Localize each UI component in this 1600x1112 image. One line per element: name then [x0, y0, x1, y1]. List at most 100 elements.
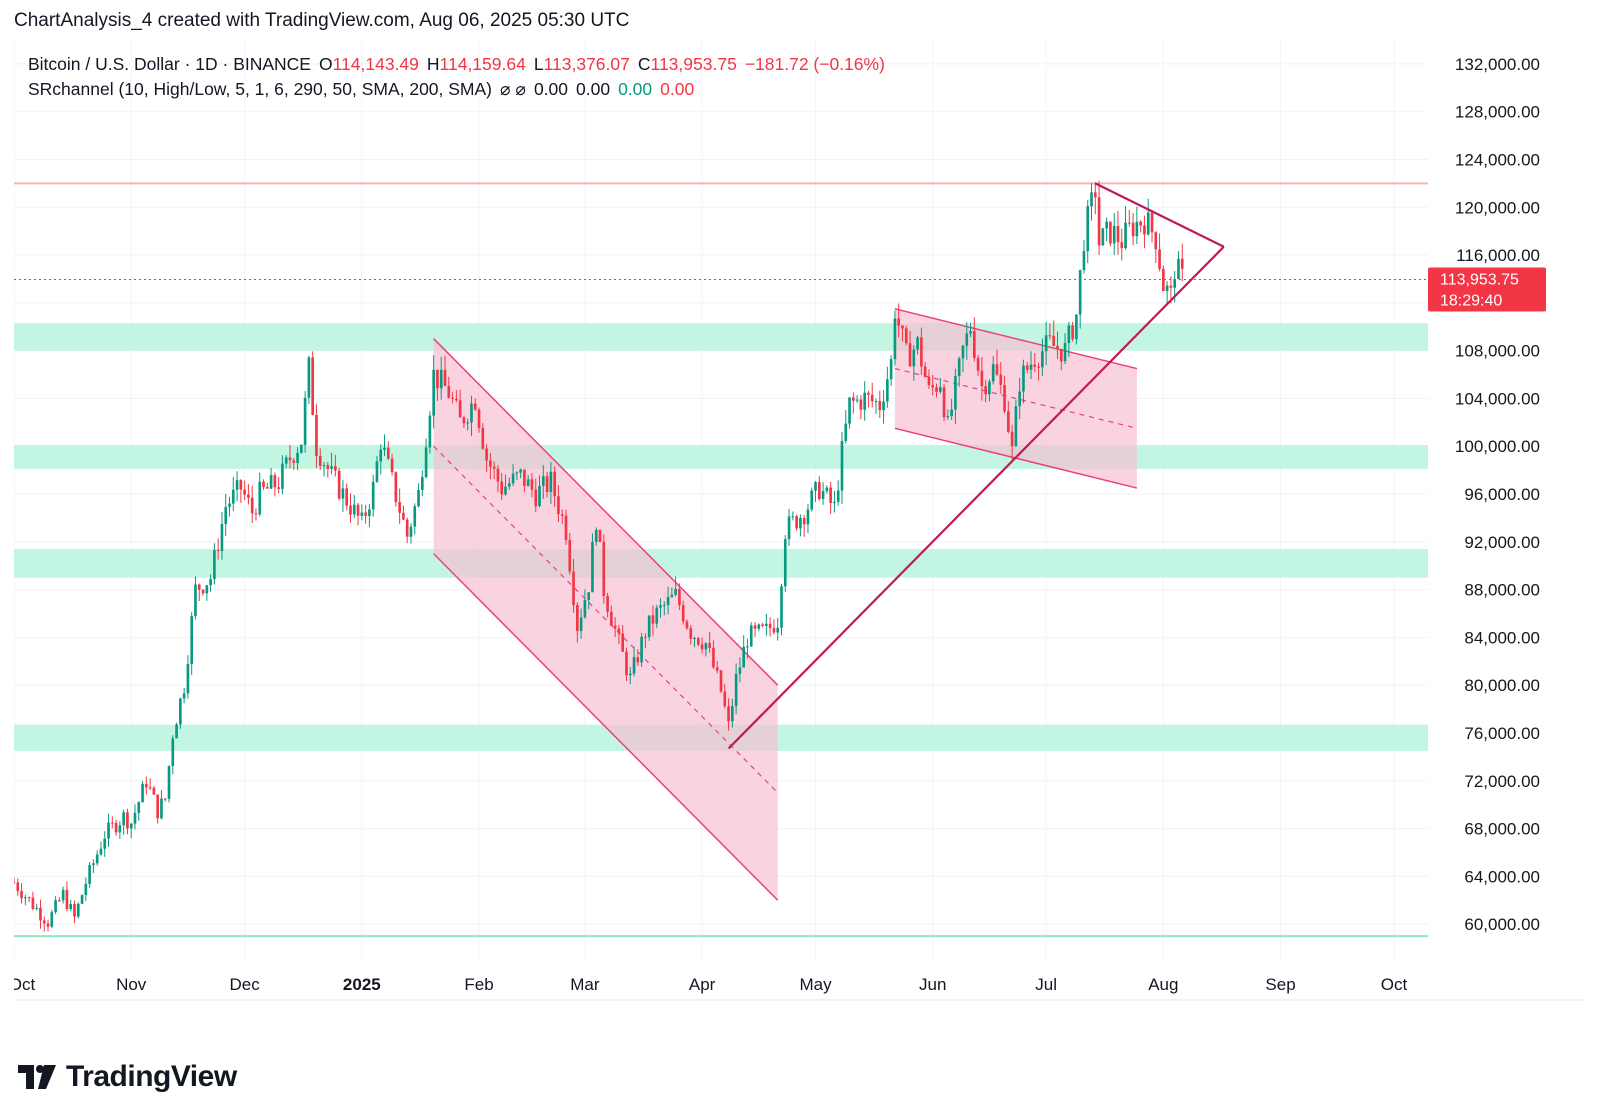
candle-body: [197, 584, 201, 590]
candle-body: [371, 481, 375, 510]
candle-body: [659, 605, 662, 608]
candle-body: [995, 364, 999, 375]
candle-body: [867, 392, 870, 395]
chart-area[interactable]: 60,000.00 64,000.00 68,000.00 72,000.00 76,0…: [9, 40, 1582, 1030]
candle-body: [621, 633, 625, 652]
candle-body: [88, 865, 91, 884]
candle-body: [243, 489, 246, 495]
candle-body: [447, 386, 451, 398]
candle-body: [167, 766, 171, 799]
candle-body: [492, 466, 496, 469]
ohlc-high: H114,159.64: [426, 54, 526, 74]
candle-body: [696, 637, 700, 645]
candle-body: [1086, 206, 1090, 252]
candle-body: [1143, 225, 1146, 235]
candle-body: [757, 624, 761, 629]
sr-zone: [14, 445, 1428, 469]
candle-body: [24, 897, 27, 899]
candle-body: [704, 643, 708, 650]
candle-body: [58, 900, 61, 902]
candle-body: [617, 628, 621, 634]
candle-body: [345, 488, 349, 506]
indicator-name[interactable]: SRchannel (10, High/Low, 5, 1, 6, 290, 5…: [28, 79, 493, 99]
candle-body: [39, 907, 42, 921]
candle-body: [942, 387, 946, 418]
time-axis: Oct Nov Dec 2025 Feb Mar Apr May Jun Jul Aug Sep Oct: [9, 975, 1408, 994]
candle-body: [315, 414, 318, 457]
candle-body: [802, 518, 806, 525]
candle-body: [723, 691, 727, 707]
candle-body: [882, 401, 885, 411]
candle-body: [935, 387, 938, 392]
candle-body: [1018, 391, 1022, 407]
candle-body: [1052, 335, 1056, 346]
symbol-row: Bitcoin / U.S. Dollar · 1D · BINANCE O11…: [28, 52, 885, 77]
candle-body: [80, 895, 84, 904]
candle-body: [602, 541, 606, 596]
chart-caption: ChartAnalysis_4 created with TradingView…: [14, 10, 630, 31]
candle-body: [1131, 222, 1135, 237]
candle-body: [765, 623, 768, 626]
candle-body: [568, 539, 572, 572]
candle-body: [606, 595, 609, 612]
candle-body: [1071, 325, 1074, 340]
candle-body: [829, 487, 832, 504]
candle-body: [398, 501, 401, 513]
candle-body: [628, 673, 632, 676]
candle-body: [390, 458, 394, 473]
candle-body: [201, 589, 205, 594]
candle-body: [870, 394, 874, 402]
candle-body: [712, 647, 715, 668]
candle-body: [613, 625, 617, 629]
candle-body: [640, 636, 643, 663]
candle-body: [20, 891, 23, 899]
candle-body: [171, 738, 175, 767]
trendlines: [727, 182, 1225, 750]
candle-body: [76, 903, 80, 917]
candle-body: [126, 812, 129, 829]
candle-body: [42, 920, 46, 924]
symbol-title[interactable]: Bitcoin / U.S. Dollar · 1D · BINANCE: [28, 54, 311, 74]
chart-legend: Bitcoin / U.S. Dollar · 1D · BINANCE O11…: [28, 52, 885, 102]
y-tick-label: 72,000.00: [1464, 772, 1540, 791]
candle-body: [326, 465, 330, 469]
candle-body: [156, 794, 159, 819]
candle-body: [394, 472, 398, 502]
candle-body: [999, 374, 1003, 385]
candle-body: [122, 812, 125, 826]
candle-body: [644, 636, 647, 638]
candle-body: [538, 485, 541, 507]
candle-body: [65, 889, 69, 910]
candle-body: [269, 475, 273, 489]
candle-body: [738, 667, 742, 674]
candle-body: [288, 457, 292, 461]
candle-body: [307, 357, 311, 398]
ohlc-close: C113,953.75: [637, 54, 737, 74]
candle-body: [1007, 411, 1010, 432]
candle-body: [938, 387, 942, 392]
candle-body: [632, 657, 636, 674]
candle-body: [988, 381, 991, 395]
price-chart[interactable]: 60,000.00 64,000.00 68,000.00 72,000.00 76,0…: [9, 40, 1582, 1030]
candle-body: [31, 897, 35, 909]
candle-body: [50, 912, 54, 927]
candle-body: [772, 628, 776, 633]
candle-body: [579, 617, 583, 632]
candle-body: [500, 481, 504, 495]
descending-channel-upper: [433, 338, 779, 686]
candle-body: [852, 397, 855, 401]
candle-body: [485, 448, 488, 461]
candle-body: [689, 628, 693, 639]
bull-flag-mid: [894, 367, 1138, 429]
descending-channel-lower: [433, 553, 779, 901]
candle-body: [700, 644, 704, 650]
x-tick-label: May: [799, 975, 832, 994]
candle-body: [848, 397, 851, 424]
candle-body: [439, 369, 443, 389]
candle-body: [715, 667, 719, 671]
tradingview-logo[interactable]: TradingView: [18, 1060, 237, 1094]
candle-body: [991, 364, 995, 382]
candle-body: [825, 487, 829, 492]
candle-body: [549, 471, 553, 492]
candle-body: [190, 616, 194, 665]
